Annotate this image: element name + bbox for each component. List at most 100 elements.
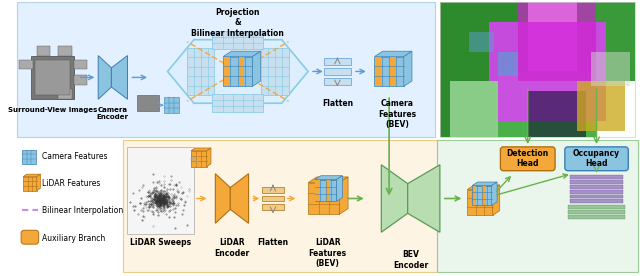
Bar: [518, 2, 596, 81]
Bar: [570, 185, 623, 189]
Bar: [262, 205, 284, 210]
Bar: [440, 2, 635, 137]
Bar: [224, 57, 230, 86]
Polygon shape: [492, 182, 497, 205]
Polygon shape: [381, 165, 408, 232]
Text: Flatten: Flatten: [322, 99, 353, 108]
Polygon shape: [215, 174, 230, 223]
Bar: [127, 147, 194, 234]
Bar: [74, 60, 88, 70]
Text: LiDAR
Features
(BEV): LiDAR Features (BEV): [308, 238, 347, 268]
Bar: [262, 195, 284, 201]
Bar: [315, 180, 337, 201]
Bar: [35, 60, 70, 95]
Polygon shape: [111, 55, 127, 99]
Bar: [308, 183, 339, 214]
FancyBboxPatch shape: [565, 147, 628, 171]
Bar: [568, 215, 625, 219]
Polygon shape: [230, 174, 248, 223]
Polygon shape: [472, 182, 497, 185]
Text: Detection
Head: Detection Head: [507, 149, 549, 168]
Bar: [187, 48, 214, 95]
Bar: [164, 97, 179, 113]
Bar: [577, 81, 625, 131]
Polygon shape: [23, 174, 40, 177]
Bar: [374, 57, 404, 86]
Bar: [74, 75, 88, 85]
Bar: [440, 2, 635, 137]
Text: Bilinear Interpolation: Bilinear Interpolation: [42, 206, 123, 215]
Bar: [326, 180, 330, 201]
Bar: [440, 2, 528, 71]
Polygon shape: [467, 185, 500, 190]
Polygon shape: [404, 51, 412, 86]
Bar: [437, 140, 638, 272]
FancyBboxPatch shape: [21, 230, 38, 244]
Text: LiDAR
Encoder: LiDAR Encoder: [214, 238, 250, 258]
Bar: [568, 210, 625, 214]
Text: Occupancy
Head: Occupancy Head: [573, 149, 620, 168]
Bar: [212, 31, 263, 49]
Polygon shape: [339, 177, 348, 214]
Polygon shape: [337, 176, 342, 201]
Bar: [17, 2, 435, 137]
Bar: [31, 55, 74, 99]
Bar: [528, 91, 586, 137]
Polygon shape: [36, 174, 40, 190]
Polygon shape: [168, 40, 308, 103]
Text: Projection
&
Bilinear Interpolation: Projection & Bilinear Interpolation: [191, 8, 284, 38]
Bar: [22, 150, 36, 164]
Bar: [23, 177, 36, 190]
Polygon shape: [308, 177, 348, 183]
Bar: [191, 151, 207, 167]
Bar: [324, 58, 351, 65]
Bar: [568, 205, 625, 209]
Polygon shape: [98, 55, 111, 99]
Bar: [223, 57, 252, 86]
Polygon shape: [493, 185, 500, 215]
Bar: [450, 81, 499, 137]
Bar: [570, 180, 623, 184]
Bar: [324, 78, 351, 85]
Bar: [499, 52, 518, 76]
Bar: [570, 190, 623, 193]
FancyBboxPatch shape: [500, 147, 555, 171]
Bar: [212, 94, 263, 112]
Polygon shape: [408, 165, 440, 232]
Bar: [483, 186, 486, 205]
Bar: [262, 187, 284, 193]
Polygon shape: [191, 148, 211, 151]
Bar: [58, 46, 72, 55]
Polygon shape: [223, 51, 260, 57]
Bar: [577, 2, 635, 81]
Bar: [570, 195, 623, 198]
Text: BEV
Encoder: BEV Encoder: [393, 250, 428, 269]
Bar: [469, 32, 493, 52]
Polygon shape: [315, 176, 342, 180]
Text: Camera Features: Camera Features: [42, 152, 107, 161]
Bar: [472, 185, 492, 205]
Text: LiDAR Features: LiDAR Features: [42, 179, 100, 188]
Bar: [375, 57, 381, 86]
Bar: [58, 89, 72, 99]
Text: Surround-View Images: Surround-View Images: [8, 107, 97, 113]
Bar: [499, 71, 596, 137]
Bar: [36, 46, 51, 55]
Bar: [261, 48, 289, 95]
Bar: [19, 60, 33, 70]
Text: Camera
Features
(BEV): Camera Features (BEV): [378, 99, 416, 129]
Bar: [591, 52, 630, 86]
Polygon shape: [374, 51, 412, 57]
Bar: [239, 57, 244, 86]
Bar: [472, 186, 477, 205]
Text: Auxiliary Branch: Auxiliary Branch: [42, 234, 105, 243]
Text: Flatten: Flatten: [257, 238, 289, 247]
Bar: [316, 180, 320, 201]
Text: LiDAR Sweeps: LiDAR Sweeps: [130, 238, 191, 247]
Bar: [440, 71, 499, 137]
Bar: [137, 95, 159, 111]
Bar: [570, 175, 623, 179]
Bar: [570, 200, 623, 203]
Text: Camera
Encoder: Camera Encoder: [97, 107, 129, 120]
Polygon shape: [207, 148, 211, 167]
